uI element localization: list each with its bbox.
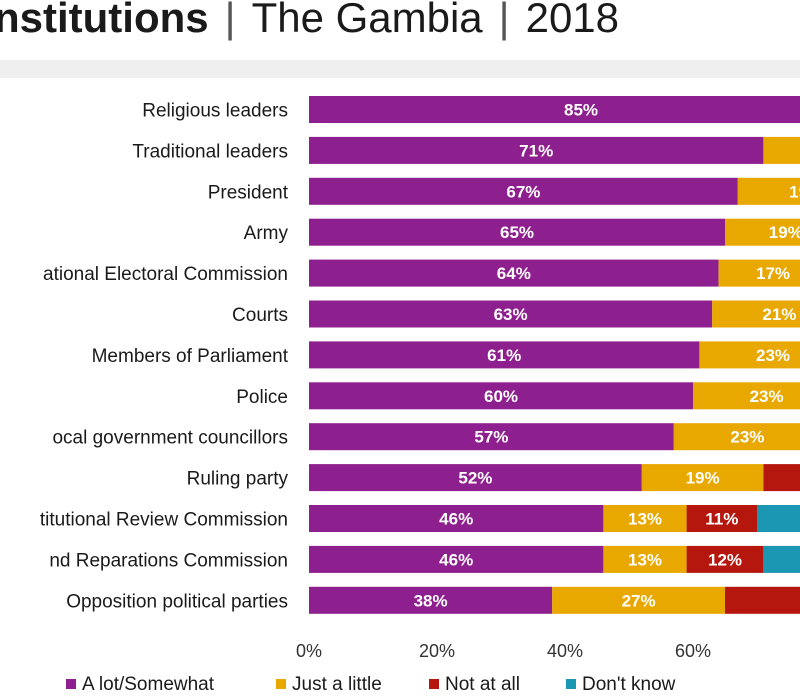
data-label: 64% (497, 264, 531, 283)
data-label: 12% (708, 550, 742, 569)
title-separator-2: | (498, 0, 510, 41)
data-label: 13% (628, 510, 662, 529)
bar-segment (309, 218, 725, 246)
legend-label: A lot/Somewhat (82, 674, 215, 695)
data-label: 61% (487, 346, 521, 365)
title-bar: nstitutions | The Gambia | 2018 (0, 0, 800, 60)
category-label: Members of Parliament (92, 346, 289, 367)
data-label: 17% (756, 264, 790, 283)
bar-segment (725, 586, 800, 614)
header-band (0, 60, 800, 78)
bar-segment (673, 423, 800, 451)
data-label: 23% (750, 387, 784, 406)
data-label: 11% (705, 510, 738, 529)
bar-segment (641, 464, 764, 492)
legend-swatch (429, 679, 439, 689)
bar-segment (757, 505, 800, 532)
legend-swatch (566, 679, 576, 689)
category-label: Ruling party (187, 469, 289, 490)
bar-segment (309, 96, 800, 123)
data-label: 57% (474, 428, 508, 447)
data-label: 46% (439, 550, 473, 569)
bar-segment (718, 259, 800, 287)
category-label: ational Electoral Commission (43, 264, 288, 285)
data-label: 85% (564, 101, 598, 120)
bar-segment (699, 341, 800, 369)
bar-segment (309, 545, 604, 573)
category-label: Courts (232, 305, 288, 326)
bar-segment (686, 505, 757, 532)
bar-segment (737, 177, 800, 205)
category-label: titutional Review Commission (40, 510, 288, 531)
bar-segment (603, 545, 687, 573)
category-label: nd Reparations Commission (49, 550, 288, 571)
bar-segment (686, 545, 764, 573)
data-label: 19% (769, 223, 800, 242)
legend-label: Not at all (445, 674, 520, 695)
bar-segment (309, 136, 764, 164)
category-label: Police (236, 387, 288, 408)
data-label: 19% (686, 469, 720, 488)
data-label: 71% (519, 141, 553, 160)
legend-label: Just a little (292, 674, 382, 695)
data-label: 60% (484, 387, 518, 406)
data-label: 19 (789, 182, 800, 201)
bar-segment (309, 464, 642, 492)
category-label: ocal government councillors (52, 428, 288, 449)
category-label: Traditional leaders (132, 141, 288, 162)
data-label: 21% (762, 305, 796, 324)
title-country: The Gambia (251, 0, 483, 41)
x-tick-label: 60% (675, 641, 711, 661)
legend-swatch (66, 679, 76, 689)
bar-segment (712, 300, 800, 328)
bar-segment (603, 505, 687, 532)
title-year: 2018 (525, 0, 620, 41)
data-label: 67% (506, 182, 540, 201)
category-label: Opposition political parties (66, 591, 288, 612)
legend-label: Don't know (582, 674, 676, 695)
bar-segment (763, 545, 800, 573)
category-label: Religious leaders (142, 101, 288, 122)
bar-segment (309, 505, 604, 532)
bar-segment (763, 464, 800, 492)
bar-segment (309, 341, 700, 369)
x-tick-label: 0% (296, 641, 322, 661)
data-label: 63% (494, 305, 528, 324)
bar-segment (763, 136, 800, 164)
data-label: 38% (414, 591, 448, 610)
bar-segment (309, 177, 738, 205)
legend-swatch (276, 679, 286, 689)
bar-segment (725, 218, 800, 246)
bar-segment (309, 423, 674, 451)
category-label: Army (244, 223, 289, 244)
x-tick-label: 20% (419, 641, 455, 661)
bar-segment (552, 586, 725, 614)
title-separator-1: | (224, 0, 236, 41)
data-label: 27% (622, 591, 656, 610)
data-label: 23% (756, 346, 790, 365)
title-part1: nstitutions (0, 0, 209, 41)
bar-segment (693, 382, 800, 410)
bar-segment (309, 586, 553, 614)
bar-segment (309, 259, 719, 287)
data-label: 65% (500, 223, 534, 242)
data-label: 46% (439, 510, 473, 529)
data-label: 52% (458, 469, 492, 488)
bar-segment (309, 300, 713, 328)
bar-segment (309, 382, 693, 410)
x-tick-label: 40% (547, 641, 583, 661)
data-label: 23% (730, 428, 764, 447)
category-label: President (208, 182, 289, 203)
data-label: 13% (628, 550, 662, 569)
